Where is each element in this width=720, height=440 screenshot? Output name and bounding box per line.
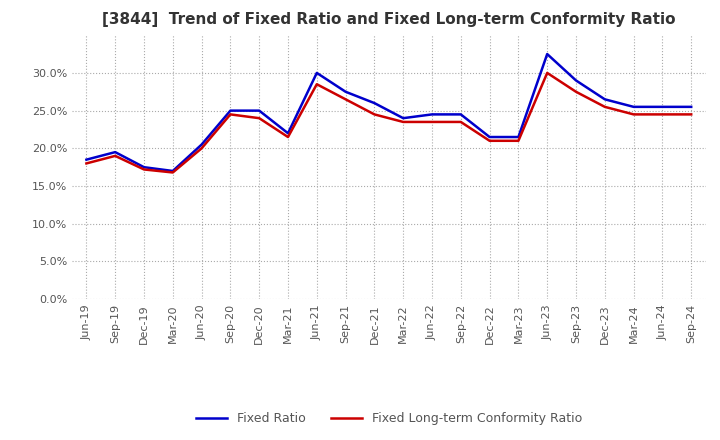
Fixed Long-term Conformity Ratio — [543, 70, 552, 76]
Fixed Ratio — [543, 51, 552, 57]
Fixed Long-term Conformity Ratio — [255, 116, 264, 121]
Fixed Ratio — [456, 112, 465, 117]
Fixed Long-term Conformity Ratio — [312, 81, 321, 87]
Fixed Long-term Conformity Ratio — [341, 97, 350, 102]
Fixed Long-term Conformity Ratio — [629, 112, 638, 117]
Fixed Ratio — [255, 108, 264, 113]
Line: Fixed Ratio: Fixed Ratio — [86, 54, 691, 171]
Legend: Fixed Ratio, Fixed Long-term Conformity Ratio: Fixed Ratio, Fixed Long-term Conformity … — [191, 407, 587, 430]
Fixed Ratio — [168, 169, 177, 174]
Fixed Long-term Conformity Ratio — [600, 104, 609, 110]
Fixed Ratio — [284, 131, 292, 136]
Fixed Long-term Conformity Ratio — [82, 161, 91, 166]
Fixed Long-term Conformity Ratio — [514, 138, 523, 143]
Fixed Long-term Conformity Ratio — [428, 119, 436, 125]
Fixed Ratio — [658, 104, 667, 110]
Title: [3844]  Trend of Fixed Ratio and Fixed Long-term Conformity Ratio: [3844] Trend of Fixed Ratio and Fixed Lo… — [102, 12, 675, 27]
Fixed Ratio — [399, 116, 408, 121]
Fixed Long-term Conformity Ratio — [168, 170, 177, 175]
Fixed Long-term Conformity Ratio — [370, 112, 379, 117]
Fixed Long-term Conformity Ratio — [226, 112, 235, 117]
Fixed Ratio — [370, 100, 379, 106]
Fixed Ratio — [82, 157, 91, 162]
Fixed Ratio — [485, 134, 494, 139]
Fixed Ratio — [572, 78, 580, 83]
Line: Fixed Long-term Conformity Ratio: Fixed Long-term Conformity Ratio — [86, 73, 691, 172]
Fixed Long-term Conformity Ratio — [140, 167, 148, 172]
Fixed Ratio — [629, 104, 638, 110]
Fixed Ratio — [226, 108, 235, 113]
Fixed Ratio — [140, 165, 148, 170]
Fixed Ratio — [111, 150, 120, 155]
Fixed Long-term Conformity Ratio — [197, 146, 206, 151]
Fixed Ratio — [341, 89, 350, 95]
Fixed Long-term Conformity Ratio — [456, 119, 465, 125]
Fixed Long-term Conformity Ratio — [399, 119, 408, 125]
Fixed Long-term Conformity Ratio — [111, 153, 120, 158]
Fixed Long-term Conformity Ratio — [572, 89, 580, 95]
Fixed Ratio — [600, 97, 609, 102]
Fixed Long-term Conformity Ratio — [658, 112, 667, 117]
Fixed Long-term Conformity Ratio — [284, 134, 292, 139]
Fixed Ratio — [514, 134, 523, 139]
Fixed Long-term Conformity Ratio — [687, 112, 696, 117]
Fixed Long-term Conformity Ratio — [485, 138, 494, 143]
Fixed Ratio — [428, 112, 436, 117]
Fixed Ratio — [687, 104, 696, 110]
Fixed Ratio — [197, 142, 206, 147]
Fixed Ratio — [312, 70, 321, 76]
